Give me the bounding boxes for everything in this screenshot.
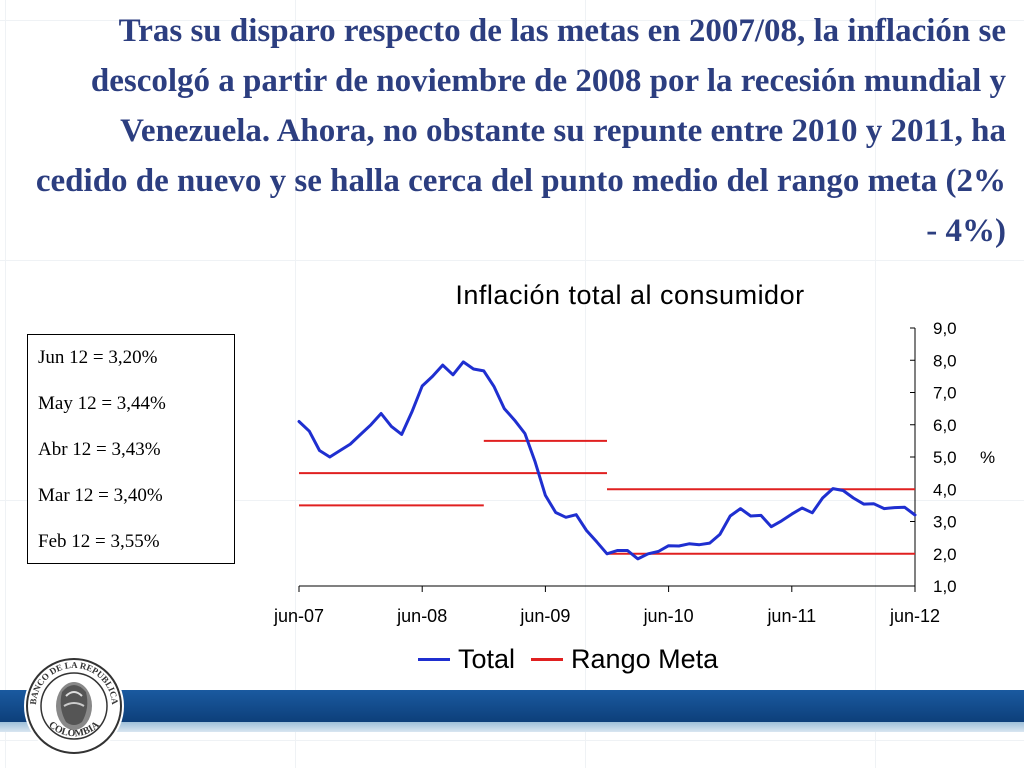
series-line-total xyxy=(297,360,917,561)
legend-item-total: Total xyxy=(418,644,515,675)
headline: Tras su disparo respecto de las metas en… xyxy=(35,13,1006,249)
y-tick-label: 4,0 xyxy=(933,480,957,499)
y-tick-label: 6,0 xyxy=(933,416,957,435)
y-tick-label: 5,0 xyxy=(933,448,957,467)
x-tick-label: jun-11 xyxy=(766,606,816,626)
banco-republica-seal-logo: BANCO DE LA REPUBLICA COLOMBIA xyxy=(24,656,124,756)
y-tick-label: 2,0 xyxy=(933,545,957,564)
x-tick-label: jun-09 xyxy=(519,606,570,626)
x-tick-label: jun-07 xyxy=(273,606,324,626)
y-tick-label: 9,0 xyxy=(933,319,957,338)
x-tick-label: jun-10 xyxy=(643,606,694,626)
recent-values-box: Jun 12 = 3,20% May 12 = 3,44% Abr 12 = 3… xyxy=(27,334,235,564)
footer-band xyxy=(0,690,1024,722)
y-tick-label: 7,0 xyxy=(933,384,957,403)
note-line: May 12 = 3,44% xyxy=(38,393,166,414)
y-tick-label: 3,0 xyxy=(933,513,957,532)
legend-swatch-meta xyxy=(531,658,564,661)
note-line: Feb 12 = 3,55% xyxy=(38,531,160,552)
legend-label-total: Total xyxy=(458,644,516,674)
legend-item-meta: Rango Meta xyxy=(531,644,718,675)
x-tick-label: jun-12 xyxy=(889,606,940,626)
chart-title: Inflación total al consumidor xyxy=(455,280,805,310)
note-line: Mar 12 = 3,40% xyxy=(38,485,163,506)
y-tick-label: 1,0 xyxy=(933,577,957,596)
legend-label-meta: Rango Meta xyxy=(571,644,719,674)
note-line: Abr 12 = 3,43% xyxy=(38,439,161,460)
x-tick-label: jun-08 xyxy=(396,606,447,626)
note-line: Jun 12 = 3,20% xyxy=(38,347,158,368)
y-axis-label: % xyxy=(980,448,995,467)
footer-band-light xyxy=(0,722,1024,732)
legend-swatch-total xyxy=(418,658,450,661)
chart-legend: Total Rango Meta xyxy=(418,644,734,675)
y-tick-label: 8,0 xyxy=(933,351,957,370)
